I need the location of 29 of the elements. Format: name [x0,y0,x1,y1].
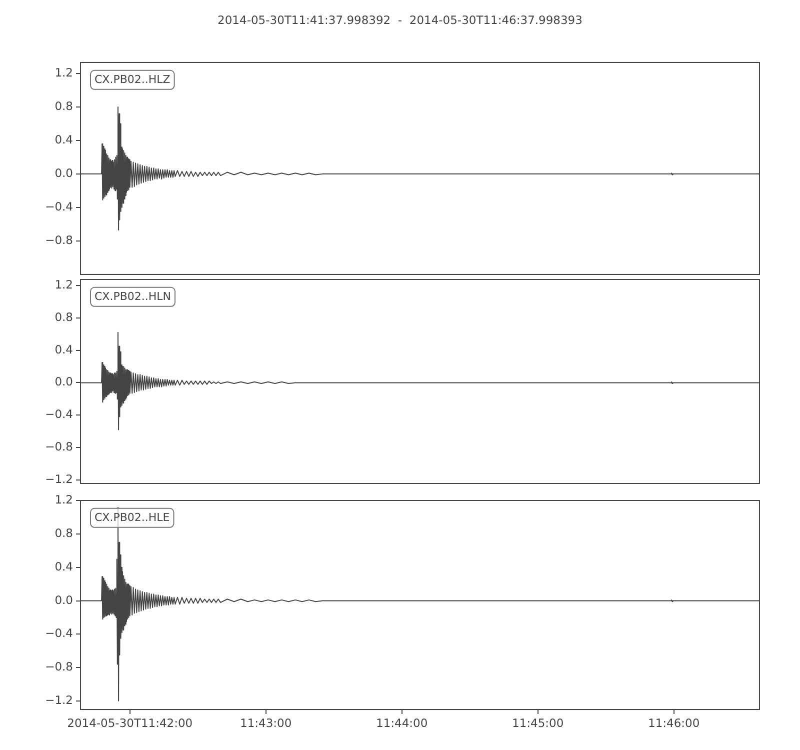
x-tick-label: 11:43:00 [240,716,292,730]
x-tick-label: 11:44:00 [376,716,428,730]
annotation: CX.PB02..HLN [94,290,172,303]
y-tick-label: −0.4 [45,407,73,422]
annotation: CX.PB02..HLZ [94,72,171,86]
y-tick-label: 1.2 [54,277,73,292]
y-tick-label: 0.0 [54,374,73,389]
y-tick-label: −1.2 [45,692,73,707]
y-tick-label: 0.8 [54,310,73,324]
x-tick-label: 2014-05-30T11:42:00 [67,716,193,730]
y-tick-label: −0.8 [45,440,73,454]
y-tick-label: −0.8 [45,659,73,674]
y-tick-label: 0.0 [54,166,73,180]
y-tick-label: −0.8 [45,232,73,247]
y-tick-label: 0.4 [54,132,73,146]
y-tick-label: 0.8 [54,526,73,540]
y-tick-label: 0.4 [54,559,73,574]
annotation: CX.PB02..HLE [94,510,170,524]
y-tick-label: 0.8 [54,99,73,114]
y-tick-label: −1.2 [45,472,73,486]
x-tick-label: 11:45:00 [512,716,564,730]
y-tick-label: −0.4 [45,626,73,640]
y-tick-label: 0.0 [54,592,73,607]
x-tick-label: 11:46:00 [648,716,700,730]
y-tick-label: 1.2 [54,66,73,80]
y-tick-label: 0.4 [54,342,73,356]
chart-title: 2014-05-30T11:41:37.998392 - 2014-05-30T11:46:37.998393 [216,13,584,27]
y-tick-label: −0.4 [45,199,73,214]
y-tick-label: 1.2 [54,492,73,507]
